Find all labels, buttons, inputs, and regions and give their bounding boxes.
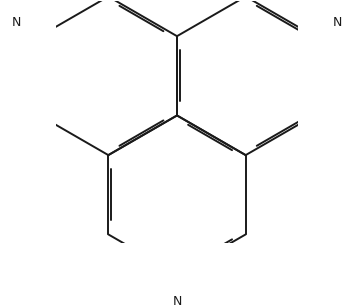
Text: N: N [11, 16, 21, 29]
Text: N: N [333, 16, 343, 29]
Text: N: N [172, 295, 182, 307]
